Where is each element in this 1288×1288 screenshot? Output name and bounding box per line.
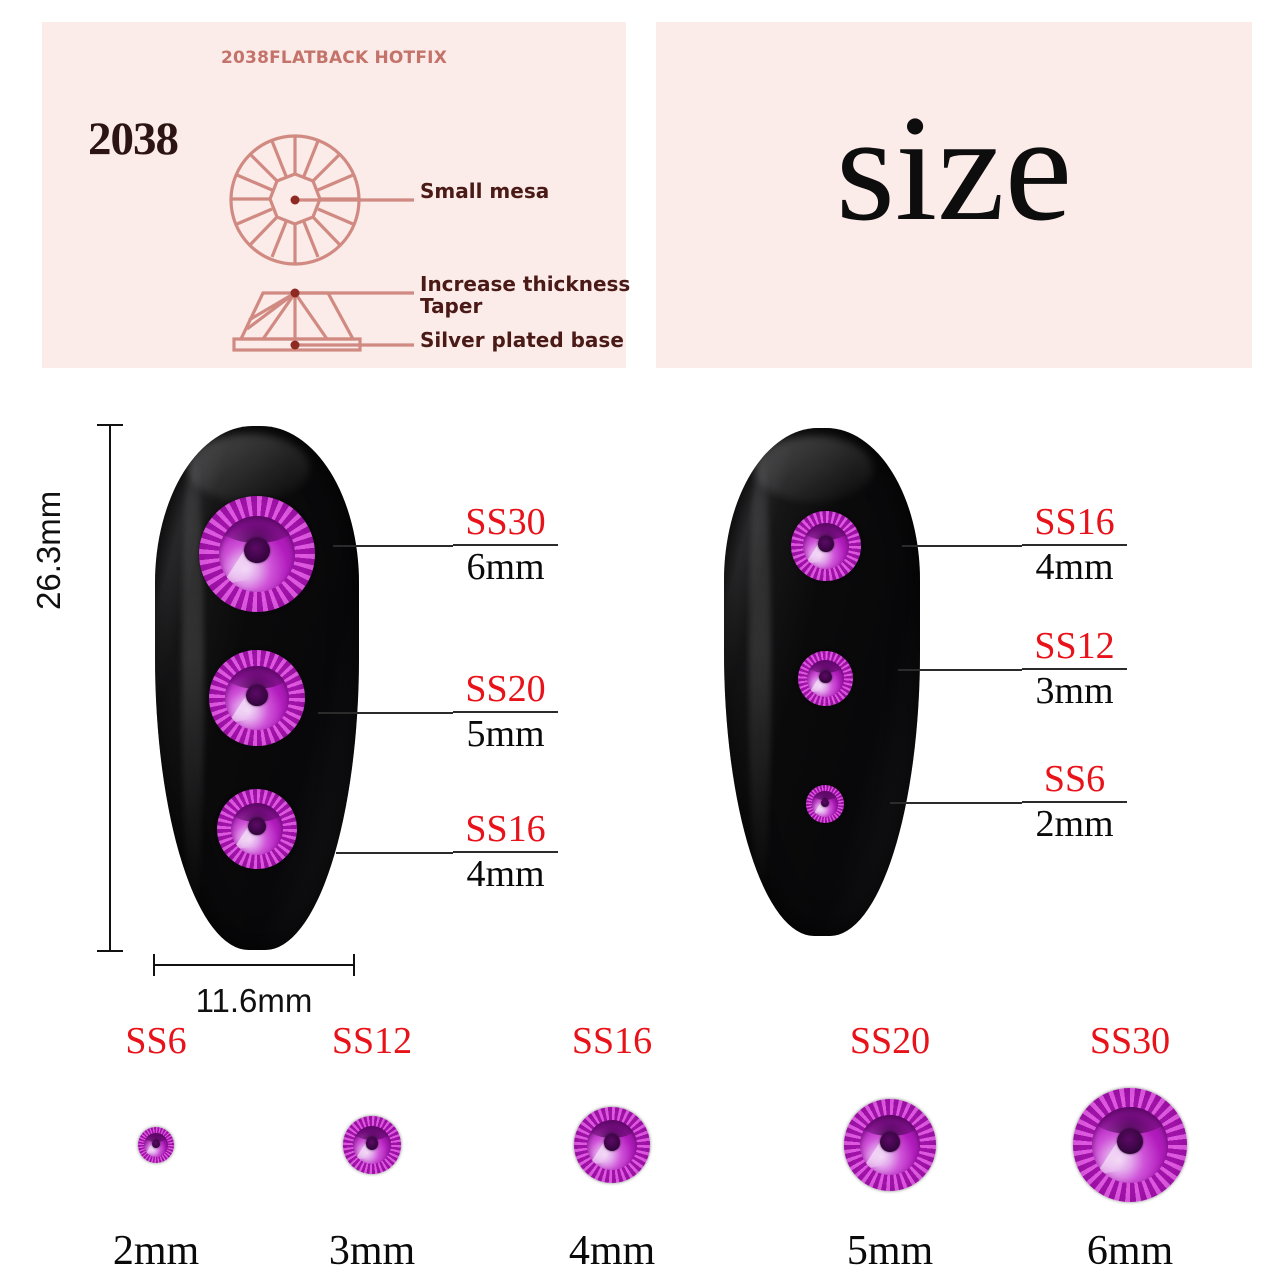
gem-ss6-on-nail — [806, 785, 844, 823]
size-cell-ss30: SS30 6mm — [1030, 1018, 1230, 1284]
gem-culet — [248, 817, 266, 836]
callout-ss16-right: SS16 4mm — [1022, 503, 1127, 586]
leader-line-ss20 — [318, 712, 453, 714]
callout-ss6: SS6 2mm — [1022, 760, 1127, 843]
callout-ss-code: SS6 — [1043, 758, 1106, 800]
annotation-taper: Taper — [420, 294, 483, 318]
size-cell-ss20: SS20 5mm — [790, 1018, 990, 1284]
flatback-technical-drawing — [229, 134, 414, 352]
size-cell-mm-value: 3mm — [328, 1228, 416, 1274]
gem-ss16-on-nail — [217, 789, 297, 869]
gem-table — [225, 666, 289, 730]
leader-line-ss6 — [890, 802, 1022, 804]
callout-mm-value: 5mm — [466, 713, 545, 755]
callout-ss16-left: SS16 4mm — [453, 810, 558, 893]
gem-table — [230, 802, 284, 856]
gem-culet — [818, 536, 834, 552]
width-dimension-label: 11.6mm — [195, 982, 313, 1019]
gem-swatch-ss6 — [138, 1127, 174, 1163]
size-cell-gem-holder — [272, 1080, 472, 1210]
annotation-silver-plated-base: Silver plated base — [420, 328, 624, 352]
callout-divider — [453, 851, 558, 853]
size-comparison-row: SS6 2mm SS12 3mm SS16 — [0, 1018, 1288, 1284]
gem-swatch-ss30 — [1073, 1088, 1187, 1202]
size-cell-ss6: SS6 2mm — [56, 1018, 256, 1284]
callout-ss-code: SS20 — [465, 668, 546, 710]
gem-culet — [365, 1136, 379, 1150]
height-dimension-cap-bottom — [97, 950, 123, 952]
size-cell-ss-code: SS30 — [1089, 1020, 1171, 1062]
annotation-increase-thickness: Increase thickness — [420, 272, 631, 296]
callout-divider — [1022, 544, 1127, 546]
gem-culet — [152, 1139, 160, 1148]
size-cell-mm-value: 2mm — [112, 1228, 200, 1274]
leader-line-ss16-left — [336, 852, 453, 854]
callout-ss-code: SS16 — [465, 808, 546, 850]
size-cell-ss-code: SS12 — [331, 1020, 413, 1062]
gem-table — [586, 1119, 638, 1171]
leader-dot-silver-plated-base — [290, 340, 300, 350]
height-dimension-cap-top — [97, 424, 123, 426]
size-cell-ss16: SS16 4mm — [512, 1018, 712, 1284]
annotation-small-mesa: Small mesa — [420, 179, 550, 203]
size-cell-gem-holder — [56, 1080, 256, 1210]
gem-culet — [879, 1132, 901, 1153]
gem-ss30-on-nail — [199, 496, 315, 612]
gem-culet — [246, 684, 268, 706]
width-dimension-cap-right — [353, 954, 355, 976]
height-dimension-label: 26.3mm — [30, 490, 67, 610]
callout-ss12: SS12 3mm — [1022, 627, 1127, 710]
callout-mm-value: 2mm — [1035, 803, 1114, 845]
size-cell-gem-holder — [790, 1080, 990, 1210]
gem-ss20-on-nail — [209, 650, 305, 746]
leader-dot-increase-thickness — [290, 288, 300, 298]
gem-culet — [603, 1134, 621, 1152]
width-dimension-cap-left — [153, 954, 155, 976]
gem-swatch-ss12 — [343, 1116, 401, 1174]
gem-culet — [819, 670, 832, 683]
callout-divider — [1022, 801, 1127, 803]
size-cell-mm-value: 5mm — [846, 1228, 934, 1274]
callout-ss20: SS20 5mm — [453, 670, 558, 753]
leader-line-ss30 — [333, 545, 453, 547]
size-cell-gem-holder — [512, 1080, 712, 1210]
size-heading: size — [835, 84, 1073, 252]
gem-culet — [1117, 1129, 1143, 1155]
gem-culet — [244, 537, 270, 564]
leader-line-ss12 — [898, 669, 1022, 671]
callout-divider — [453, 711, 558, 713]
callout-mm-value: 4mm — [466, 853, 545, 895]
gem-table — [802, 522, 850, 570]
width-dimension-line — [153, 964, 355, 966]
callout-divider — [453, 544, 558, 546]
callout-ss30: SS30 6mm — [453, 503, 558, 586]
size-title-panel: size — [656, 22, 1252, 368]
gem-ss12-on-nail — [798, 651, 853, 706]
height-dimension-line — [109, 424, 111, 952]
size-cell-ss-code: SS6 — [125, 1020, 187, 1062]
callout-ss-code: SS16 — [1034, 501, 1115, 543]
size-cell-mm-value: 6mm — [1086, 1228, 1174, 1274]
callout-divider — [1022, 668, 1127, 670]
size-cell-ss-code: SS20 — [849, 1020, 931, 1062]
leader-line-ss16-right — [902, 545, 1022, 547]
product-diagram-panel: 2038FLATBACK HOTFIX 2038 — [42, 22, 630, 368]
callout-mm-value: 4mm — [1035, 546, 1114, 588]
leader-dot-small-mesa — [290, 195, 300, 205]
gem-ss16-on-nail-right — [791, 511, 861, 581]
size-cell-ss12: SS12 3mm — [272, 1018, 472, 1284]
panel-header-title: 2038FLATBACK HOTFIX — [221, 48, 447, 68]
callout-ss-code: SS30 — [465, 501, 546, 543]
size-cell-ss-code: SS16 — [571, 1020, 653, 1062]
model-number-label: 2038 — [88, 113, 179, 165]
gem-swatch-ss16 — [574, 1107, 650, 1183]
gem-culet — [820, 798, 830, 808]
size-cell-gem-holder — [1030, 1080, 1230, 1210]
size-cell-mm-value: 4mm — [568, 1228, 656, 1274]
callout-ss-code: SS12 — [1034, 625, 1115, 667]
callout-mm-value: 3mm — [1035, 670, 1114, 712]
gem-swatch-ss20 — [844, 1099, 936, 1191]
callout-mm-value: 6mm — [466, 546, 545, 588]
